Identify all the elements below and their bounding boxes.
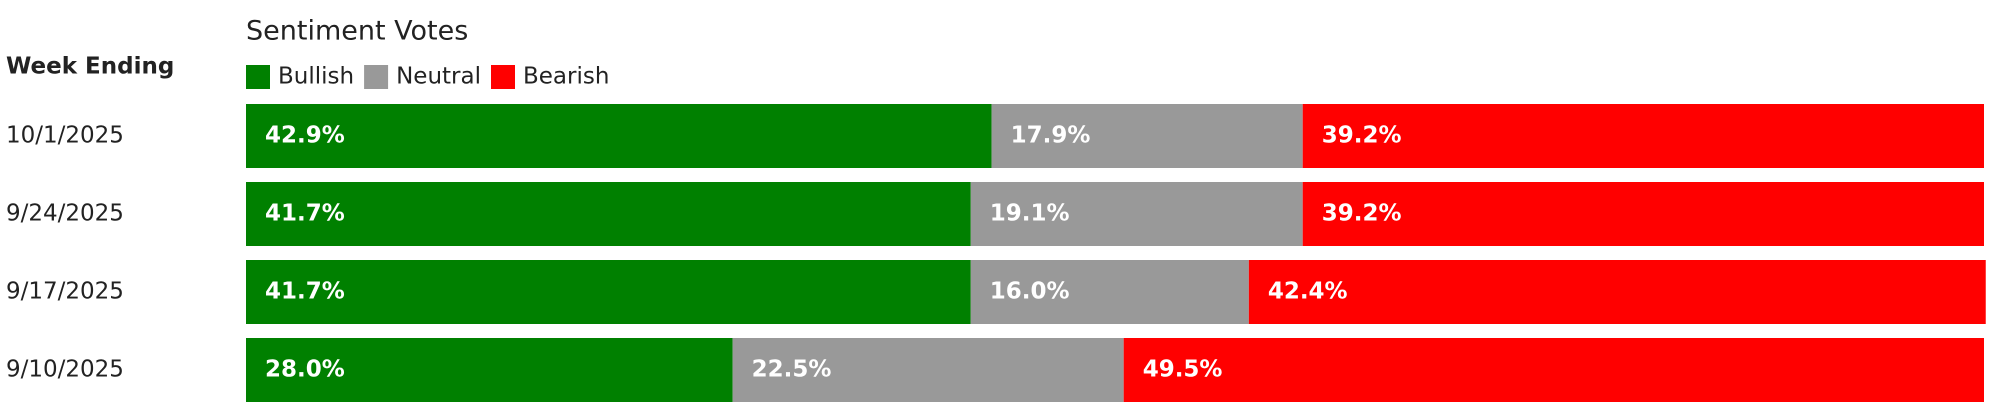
value-label: 39.2% <box>1322 123 1402 149</box>
value-label: 41.7% <box>265 279 345 305</box>
bar-segment <box>246 260 971 324</box>
value-label: 22.5% <box>752 357 832 383</box>
legend-swatch <box>246 65 270 89</box>
value-label: 28.0% <box>265 357 345 383</box>
value-label: 41.7% <box>265 201 345 227</box>
legend-swatch <box>364 65 389 89</box>
category-label: 9/24/2025 <box>6 201 124 227</box>
category-axis-label: Week Ending <box>6 54 174 80</box>
legend-label: Bullish <box>278 64 354 90</box>
category-label: 9/10/2025 <box>6 357 124 383</box>
value-label: 42.9% <box>265 123 345 149</box>
category-label: 9/17/2025 <box>6 279 124 305</box>
value-label: 39.2% <box>1322 201 1402 227</box>
bar-segment <box>970 260 1249 324</box>
legend-label: Bearish <box>523 64 609 90</box>
value-label: 16.0% <box>990 279 1070 305</box>
bar-segment <box>246 182 971 246</box>
bar-segment <box>1248 260 1986 324</box>
value-label: 17.9% <box>1011 123 1091 149</box>
bar-segment <box>246 104 992 168</box>
value-label: 19.1% <box>990 201 1070 227</box>
bar-segment <box>1123 338 1984 402</box>
category-label: 10/1/2025 <box>6 123 124 149</box>
legend-swatch <box>491 65 515 89</box>
value-label: 42.4% <box>1268 279 1348 305</box>
chart-title: Sentiment Votes <box>246 16 468 47</box>
value-label: 49.5% <box>1143 357 1223 383</box>
legend-label: Neutral <box>396 64 481 90</box>
bar-segment <box>991 104 1303 168</box>
bar-segment <box>970 182 1303 246</box>
bar-segment <box>246 338 733 402</box>
bar-segment <box>1302 104 1984 168</box>
bar-segment <box>732 338 1124 402</box>
bar-segment <box>1302 182 1984 246</box>
